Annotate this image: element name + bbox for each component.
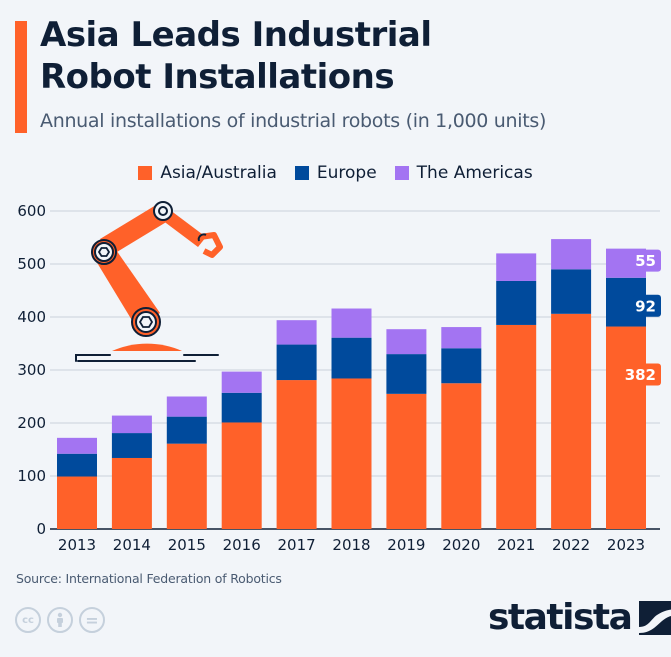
legend-item-asia: Asia/Australia [138, 163, 277, 183]
x-tick-label: 2017 [278, 536, 316, 554]
robot-joint-icon [131, 307, 161, 337]
bar-europe-2019 [386, 354, 427, 394]
data-label-bg [633, 294, 661, 317]
data-label: 382 [625, 366, 656, 384]
y-tick-label: 600 [17, 202, 46, 220]
y-tick-label: 400 [17, 308, 46, 326]
bar-asia-australia-2021 [496, 324, 537, 529]
bar-the-americas-2014 [111, 415, 152, 434]
bar-europe-2017 [276, 344, 317, 381]
legend: Asia/Australia Europe The Americas [0, 163, 671, 183]
robot-base-icon [112, 343, 182, 351]
robot-gripper-icon [199, 232, 223, 258]
bar-europe-2013 [57, 453, 97, 477]
legend-item-europe: Europe [294, 163, 377, 183]
y-tick-label: 300 [17, 361, 46, 379]
bar-the-americas-2013 [57, 437, 97, 454]
y-axis-labels: 0 100 200 300 400 500 600 [17, 202, 46, 538]
bar-asia-australia-2013 [57, 476, 97, 529]
bar-asia-australia-2017 [276, 380, 317, 529]
bar-the-americas-2017 [276, 320, 317, 345]
bar-asia-australia-2020 [441, 383, 482, 529]
statista-logo-icon [639, 601, 671, 635]
bar-asia-australia-2014 [111, 457, 152, 529]
legend-swatch-asia [138, 166, 153, 180]
no-derivatives-icon[interactable]: = [79, 607, 105, 633]
x-tick-label: 2018 [332, 536, 370, 554]
bars [57, 239, 646, 529]
subtitle: Annual installations of industrial robot… [40, 110, 547, 132]
y-tick-label: 100 [17, 467, 46, 485]
source-note: Source: International Federation of Robo… [16, 571, 282, 586]
robot-joint-icon [153, 201, 173, 221]
data-label: 55 [635, 252, 656, 270]
x-tick-label: 2020 [442, 536, 480, 554]
legend-label-europe: Europe [316, 163, 377, 183]
legend-swatch-europe [294, 166, 309, 180]
y-tick-label: 0 [36, 520, 46, 538]
bar-asia-australia-2019 [386, 393, 427, 529]
bar-europe-2021 [496, 280, 537, 325]
x-tick-label: 2021 [497, 536, 535, 554]
license-icons: cc = [15, 607, 105, 633]
x-tick-label: 2022 [552, 536, 590, 554]
y-tick-label: 200 [17, 414, 46, 432]
title-line-1: Asia Leads Industrial [40, 15, 432, 55]
bar-the-americas-2022 [551, 239, 592, 270]
bar-europe-2018 [331, 337, 372, 379]
logo-text: statista [488, 597, 633, 638]
statista-logo[interactable]: statista [488, 598, 671, 638]
bar-asia-australia-2018 [331, 378, 372, 529]
bar-asia-australia-2022 [551, 313, 592, 529]
legend-label-americas: The Americas [416, 163, 533, 183]
legend-item-americas: The Americas [394, 163, 533, 183]
attribution-icon[interactable] [47, 607, 73, 633]
x-tick-label: 2019 [387, 536, 425, 554]
robot-lower-arm-icon [96, 247, 160, 327]
data-labels: 55 92 382 [624, 249, 661, 386]
title-accent-bar [15, 21, 27, 133]
robot-arm-illustration [75, 201, 223, 362]
x-tick-label: 2015 [168, 536, 206, 554]
bar-the-americas-2019 [386, 329, 427, 355]
x-tick-label: 2013 [58, 536, 96, 554]
person-icon [57, 612, 63, 627]
bar-the-americas-2018 [331, 308, 372, 338]
stacked-bar-chart: 0 100 200 300 400 500 600 2013 2014 2015 2016 2017… [17, 201, 661, 554]
bar-asia-australia-2015 [166, 443, 207, 529]
bar-the-americas-2016 [221, 371, 262, 393]
bar-the-americas-2020 [441, 327, 482, 349]
bar-europe-2014 [111, 433, 152, 458]
x-tick-label: 2023 [607, 536, 645, 554]
title-line-2: Robot Installations [40, 57, 395, 97]
x-tick-label: 2014 [113, 536, 151, 554]
bar-asia-australia-2023 [606, 326, 646, 529]
cc-icon[interactable]: cc [15, 607, 41, 633]
y-tick-label: 500 [17, 255, 46, 273]
robot-gripper-joint-icon [197, 233, 207, 242]
data-label-bg [624, 363, 661, 386]
x-axis-labels: 2013 2014 2015 2016 2017 2018 2019 2020 2021 2022… [58, 536, 645, 554]
legend-label-asia: Asia/Australia [160, 163, 277, 183]
bar-the-americas-2021 [496, 253, 537, 281]
data-label-bg [633, 249, 661, 272]
x-tick-label: 2016 [223, 536, 261, 554]
robot-joint-icon [91, 239, 117, 265]
bar-asia-australia-2016 [221, 422, 262, 529]
legend-swatch-americas [394, 166, 409, 180]
bar-europe-2016 [221, 392, 262, 423]
page-title: Asia Leads Industrial Robot Installation… [40, 14, 600, 98]
bar-the-americas-2015 [166, 396, 207, 417]
data-label: 92 [635, 297, 656, 315]
robot-floor-icon [75, 354, 219, 362]
bar-europe-2022 [551, 269, 592, 314]
robot-upper-arm-icon [100, 205, 168, 255]
bar-europe-2020 [441, 348, 482, 384]
bar-europe-2015 [166, 416, 207, 444]
